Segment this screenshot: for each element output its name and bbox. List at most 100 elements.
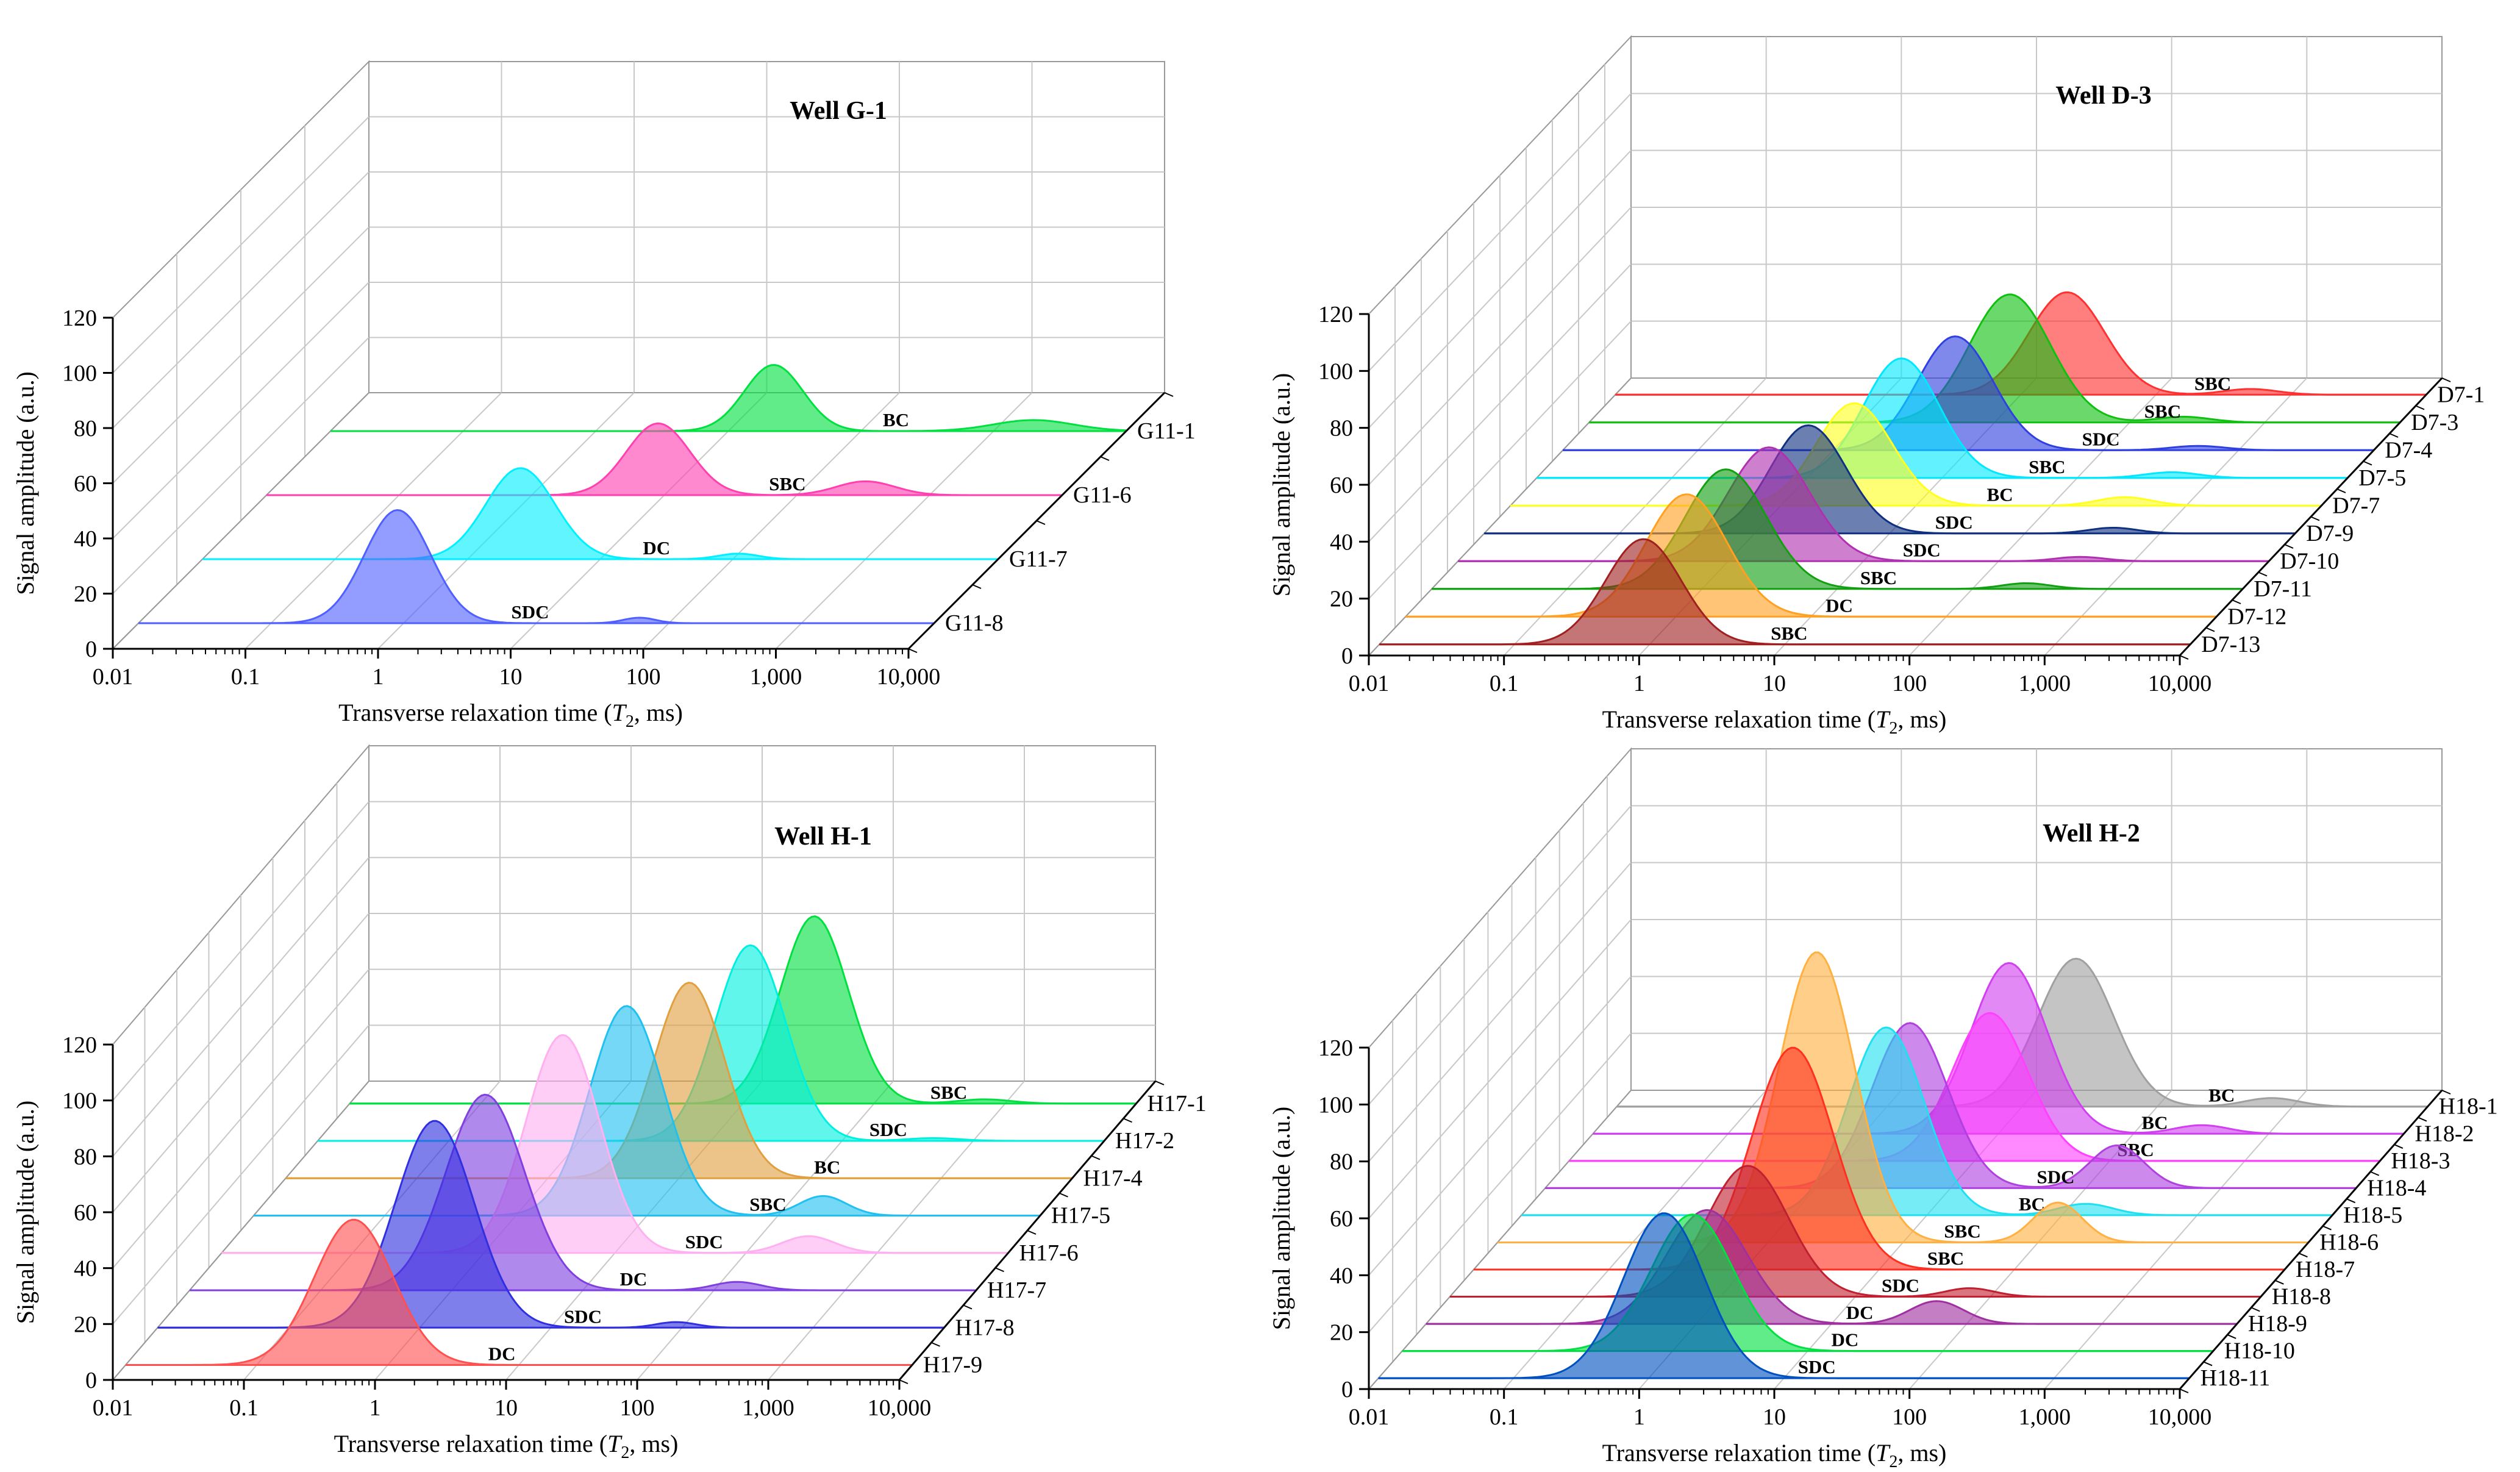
y-tick-label: 100 — [62, 361, 97, 387]
area-g11-6 — [266, 423, 1062, 495]
y-tick-label: 0 — [1341, 1377, 1353, 1402]
back-wall-grid — [368, 61, 1165, 393]
area-h18-5 — [1521, 1027, 2333, 1215]
pore-type-label-h17-6: SDC — [685, 1231, 723, 1252]
sample-label-h17-9: H17-9 — [923, 1352, 982, 1378]
z-tick-mark — [2418, 1117, 2427, 1122]
sample-label-h18-4: H18-4 — [2367, 1175, 2426, 1201]
x-tick-label: 1,000 — [750, 664, 802, 690]
z-tick-mark — [2370, 1171, 2380, 1176]
pore-type-label-h18-10: DC — [1832, 1329, 1859, 1351]
x-tick-label: 0.01 — [1349, 1404, 1390, 1430]
y-tick-label: 40 — [74, 1256, 97, 1282]
x-tick-label: 0.1 — [1490, 671, 1519, 696]
x-tick-label: 100 — [626, 664, 661, 690]
sample-label-h18-8: H18-8 — [2272, 1284, 2331, 1310]
pore-type-label-h18-8: SDC — [1882, 1275, 1919, 1296]
sample-label-h17-5: H17-5 — [1051, 1203, 1110, 1229]
z-tick-mark — [2415, 405, 2425, 410]
y-tick-label: 0 — [85, 1368, 97, 1393]
pore-type-label-h18-7: SBC — [1927, 1248, 1964, 1269]
y-axis-label: Signal amplitude (a.u.) — [12, 1101, 39, 1324]
series-d7-3: D7-3 SBC — [1589, 293, 2458, 435]
z-tick-mark — [2363, 460, 2372, 466]
axes: 0.01 0.1 1 10 100 1,000 10,000 0 20 40 60 80 100 120 T… — [1268, 1035, 2451, 1471]
series-g11-8: G11-8 SDC — [138, 509, 1004, 636]
x-tick-label: 0.01 — [93, 664, 134, 690]
y-tick-label: 120 — [62, 1032, 97, 1058]
series-d7-13: D7-13 SBC — [1379, 538, 2260, 657]
y-tick-label: 120 — [1318, 1035, 1353, 1061]
pore-type-label-h18-9: DC — [1846, 1302, 1874, 1323]
x-tick-label: 0.01 — [1349, 671, 1390, 696]
pore-type-label-d7-13: SBC — [1771, 623, 1807, 644]
pore-type-label-h17-5: SBC — [749, 1194, 786, 1215]
pore-type-label-d7-7: BC — [1987, 484, 2013, 505]
z-tick-mark — [1091, 1155, 1101, 1160]
sample-label-g11-7: G11-7 — [1009, 546, 1068, 572]
sample-label-d7-13: D7-13 — [2201, 632, 2260, 657]
x-tick-label: 100 — [620, 1395, 655, 1421]
area-d7-3 — [1589, 294, 2400, 423]
z-tick-mark — [2389, 433, 2399, 438]
sample-label-d7-5: D7-5 — [2358, 465, 2406, 491]
pore-type-label-h17-8: SDC — [564, 1306, 602, 1327]
sample-label-g11-1: G11-1 — [1137, 418, 1196, 444]
y-tick-label: 60 — [74, 1200, 97, 1226]
sample-label-d7-12: D7-12 — [2227, 604, 2286, 629]
x-tick-label: 0.1 — [231, 664, 260, 690]
sample-label-h17-6: H17-6 — [1019, 1240, 1079, 1266]
x-axis-label: Transverse relaxation time (T2, ms) — [334, 1430, 679, 1462]
panel-well-h-2: H18-1BCH18-2BCH18-3SBCH18-4SDCH18-5BCH18… — [1268, 747, 2498, 1471]
area-h17-5 — [254, 1006, 1040, 1216]
sample-label-h18-7: H18-7 — [2296, 1257, 2355, 1282]
area-h17-6 — [221, 1035, 1008, 1253]
z-tick-mark — [2251, 1307, 2260, 1312]
y-tick-label: 80 — [1330, 416, 1353, 441]
y-tick-label: 80 — [74, 1144, 97, 1170]
series-h18-10: H18-10 DC — [1402, 1213, 2295, 1364]
y-tick-label: 120 — [1318, 302, 1353, 327]
z-tick-mark — [2441, 377, 2451, 382]
area-h17-4 — [285, 982, 1073, 1179]
z-tick-mark — [2179, 1388, 2189, 1393]
x-axis-label: Transverse relaxation time (T2, ms) — [1602, 706, 1947, 738]
z-tick-mark — [995, 1267, 1004, 1273]
y-tick-label: 100 — [1318, 359, 1353, 384]
panel-well-g-1: G11-1 BC G11-6 SBC G11-7 DC G11-8 SDC 0.01 0.1 1 10… — [12, 60, 1196, 731]
x-tick-label: 1 — [373, 664, 384, 690]
series-d7-4: D7-4 SDC — [1563, 335, 2432, 463]
series-d7-9: D7-9 SDC — [1484, 424, 2354, 546]
y-tick-label: 100 — [1318, 1092, 1353, 1118]
left-wall-grid — [1368, 747, 1632, 1391]
y-tick-label: 40 — [74, 526, 97, 552]
z-tick-mark — [963, 1304, 973, 1310]
series-h17-9: H17-9 DC — [126, 1218, 982, 1378]
z-tick-mark — [1059, 1192, 1068, 1198]
y-tick-label: 60 — [1330, 473, 1353, 498]
sample-label-d7-10: D7-10 — [2280, 548, 2339, 574]
sample-label-h17-7: H17-7 — [987, 1277, 1046, 1303]
pore-type-label-g11-6: SBC — [769, 473, 805, 495]
z-tick-mark — [1123, 1118, 1132, 1123]
x-tick-label: 100 — [1892, 671, 1927, 696]
y-axis-label: Signal amplitude (a.u.) — [1268, 373, 1295, 597]
y-tick-label: 40 — [1330, 1263, 1353, 1288]
sample-label-d7-4: D7-4 — [2385, 437, 2432, 463]
y-tick-label: 120 — [62, 305, 97, 331]
z-tick-mark — [899, 1379, 908, 1384]
z-tick-mark — [931, 1342, 940, 1347]
pore-type-label-g11-1: BC — [883, 409, 909, 431]
panel-title: Well D-3 — [2055, 82, 2151, 110]
x-axis-label: Transverse relaxation time (T2, ms) — [338, 699, 683, 731]
x-tick-label: 1 — [1633, 671, 1645, 696]
sample-label-h17-1: H17-1 — [1148, 1091, 1207, 1117]
x-tick-label: 10,000 — [2148, 1404, 2212, 1430]
series-d7-12: D7-12 DC — [1405, 493, 2286, 629]
sample-label-d7-3: D7-3 — [2411, 410, 2458, 435]
axes: 0.01 0.1 1 10 100 1,000 10,000 0 20 40 60 80 100 120 T… — [12, 305, 1174, 731]
y-tick-label: 40 — [1330, 529, 1353, 555]
z-tick-mark — [2179, 655, 2189, 660]
axes: 0.01 0.1 1 10 100 1,000 10,000 0 20 40 60 80 100 120 T… — [1268, 302, 2451, 738]
